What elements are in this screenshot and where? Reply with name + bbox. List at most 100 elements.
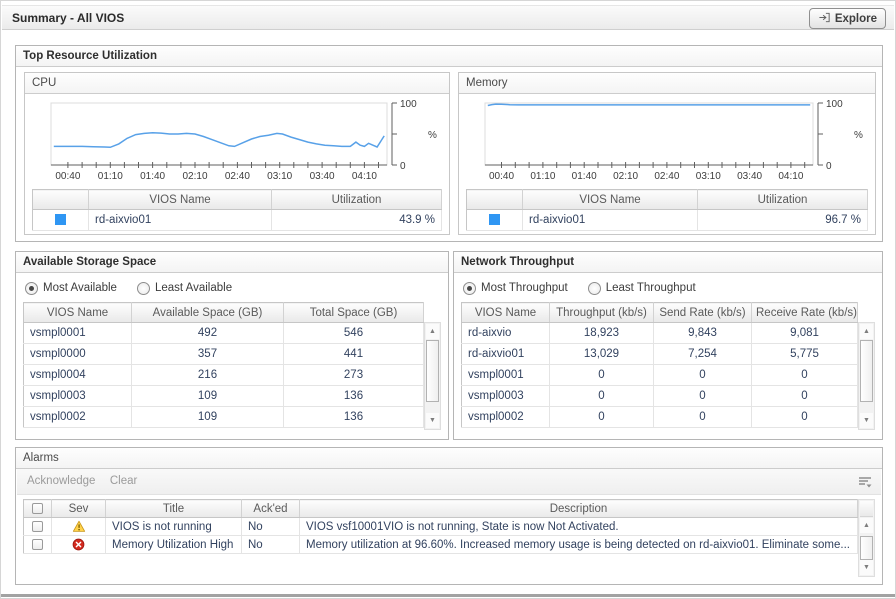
send-rate-cell: 7,254 bbox=[653, 343, 752, 365]
svg-text:100: 100 bbox=[400, 99, 417, 110]
vios-name-cell: rd-aixvio01 bbox=[522, 209, 698, 231]
utilization-column-header[interactable]: Utilization bbox=[271, 189, 442, 210]
radio-least-throughput[interactable]: Least Throughput bbox=[587, 281, 696, 295]
table-row[interactable]: rd-aixvio01 96.7 % bbox=[466, 209, 868, 231]
available-space-cell: 357 bbox=[131, 343, 284, 365]
send-rate-column-header[interactable]: Send Rate (kb/s) bbox=[653, 302, 752, 323]
scrollbar-thumb[interactable] bbox=[860, 340, 873, 402]
table-row[interactable]: vsmpl0001 492 546 bbox=[23, 322, 424, 344]
swatch-column-header bbox=[32, 189, 89, 210]
svg-text:02:40: 02:40 bbox=[654, 171, 679, 182]
table-row[interactable]: rd-aixvio 18,923 9,843 9,081 bbox=[461, 322, 858, 344]
network-table: VIOS Name Throughput (kb/s) Send Rate (k… bbox=[461, 302, 858, 428]
radio-most-available[interactable]: Most Available bbox=[25, 281, 117, 295]
radio-label: Least Throughput bbox=[605, 282, 696, 294]
table-row[interactable]: vsmpl0003 109 136 bbox=[23, 385, 424, 407]
svg-text:0: 0 bbox=[826, 161, 832, 172]
svg-text:100: 100 bbox=[826, 99, 843, 110]
table-row[interactable]: vsmpl0002 109 136 bbox=[23, 406, 424, 428]
panel-available-storage-space: Available Storage Space Most Available L… bbox=[15, 251, 449, 440]
send-rate-cell: 0 bbox=[653, 385, 752, 407]
alarms-table: Sev Title Ack'ed Description VIOS is not… bbox=[23, 499, 858, 554]
available-space-cell: 216 bbox=[131, 364, 284, 386]
svg-text:04:10: 04:10 bbox=[778, 171, 803, 182]
scroll-down-button[interactable]: ▼ bbox=[860, 413, 873, 428]
table-row[interactable]: VIOS is not running No VIOS vsf10001VIO is… bbox=[23, 517, 858, 536]
table-header-row: Sev Title Ack'ed Description bbox=[23, 499, 858, 518]
row-checkbox[interactable] bbox=[32, 538, 43, 550]
table-header-row: VIOS Name Available Space (GB) Total Spa… bbox=[23, 302, 424, 323]
svg-text:03:40: 03:40 bbox=[310, 171, 335, 182]
series-color-swatch bbox=[489, 214, 500, 226]
svg-text:03:10: 03:10 bbox=[267, 171, 292, 182]
radio-icon bbox=[136, 281, 150, 295]
svg-text:0: 0 bbox=[400, 161, 406, 172]
acked-cell: No bbox=[241, 517, 300, 536]
available-space-cell: 492 bbox=[131, 322, 284, 344]
scroll-up-button[interactable]: ▲ bbox=[426, 324, 439, 339]
total-space-column-header[interactable]: Total Space (GB) bbox=[283, 302, 424, 323]
vios-name-cell: rd-aixvio01 bbox=[88, 209, 272, 231]
table-row[interactable]: rd-aixvio01 43.9 % bbox=[32, 209, 442, 231]
svg-text:02:10: 02:10 bbox=[182, 171, 207, 182]
table-row[interactable]: rd-aixvio01 13,029 7,254 5,775 bbox=[461, 343, 858, 365]
panel-title: Top Resource Utilization bbox=[16, 46, 882, 67]
acked-column-header[interactable]: Ack'ed bbox=[241, 499, 300, 518]
scroll-down-button[interactable]: ▼ bbox=[426, 413, 439, 428]
send-rate-cell: 0 bbox=[653, 406, 752, 428]
scrollbar-thumb[interactable] bbox=[860, 536, 873, 560]
alarms-toolbar: Acknowledge Clear bbox=[17, 469, 881, 495]
radio-most-throughput[interactable]: Most Throughput bbox=[463, 281, 568, 295]
panel-alarms: Alarms Acknowledge Clear Sev Title Ack'e… bbox=[15, 447, 883, 585]
throughput-cell: 13,029 bbox=[549, 343, 654, 365]
select-all-checkbox[interactable] bbox=[32, 502, 43, 514]
panel-title: Available Storage Space bbox=[16, 252, 448, 273]
vios-name-column-header[interactable]: VIOS Name bbox=[461, 302, 550, 323]
vios-name-column-header[interactable]: VIOS Name bbox=[88, 189, 272, 210]
acknowledge-button[interactable]: Acknowledge bbox=[27, 475, 96, 487]
table-header-row: VIOS Name Utilization bbox=[32, 189, 442, 210]
vertical-scrollbar[interactable]: ▲ ▼ bbox=[858, 499, 875, 577]
total-space-cell: 136 bbox=[283, 406, 424, 428]
svg-text:01:10: 01:10 bbox=[98, 171, 123, 182]
table-row[interactable]: vsmpl0004 216 273 bbox=[23, 364, 424, 386]
vertical-scrollbar[interactable]: ▲ ▼ bbox=[858, 322, 875, 430]
scroll-down-button[interactable]: ▼ bbox=[860, 560, 873, 575]
table-settings-icon[interactable] bbox=[858, 475, 872, 493]
utilization-column-header[interactable]: Utilization bbox=[697, 189, 868, 210]
table-header-row: VIOS Name Utilization bbox=[466, 189, 868, 210]
panel-title: Network Throughput bbox=[454, 252, 882, 273]
vios-name-column-header[interactable]: VIOS Name bbox=[23, 302, 132, 323]
table-row[interactable]: vsmpl0000 357 441 bbox=[23, 343, 424, 365]
table-row[interactable]: Memory Utilization High No Memory utilizat… bbox=[23, 535, 858, 554]
cpu-legend-table: VIOS Name Utilization rd-aixvio01 43.9 % bbox=[32, 189, 442, 231]
table-row[interactable]: vsmpl0001 0 0 0 bbox=[461, 364, 858, 386]
severity-column-header[interactable]: Sev bbox=[51, 499, 106, 518]
svg-text:00:40: 00:40 bbox=[55, 171, 80, 182]
vios-name-column-header[interactable]: VIOS Name bbox=[522, 189, 698, 210]
radio-least-available[interactable]: Least Available bbox=[136, 281, 232, 295]
vertical-scrollbar[interactable]: ▲ ▼ bbox=[424, 322, 441, 430]
receive-rate-column-header[interactable]: Receive Rate (kb/s) bbox=[751, 302, 858, 323]
alarm-title-column-header[interactable]: Title bbox=[105, 499, 242, 518]
vios-name-cell: vsmpl0001 bbox=[461, 364, 550, 386]
scroll-up-button[interactable]: ▲ bbox=[860, 324, 873, 339]
explore-button[interactable]: Explore bbox=[808, 8, 886, 29]
scroll-up-button[interactable]: ▲ bbox=[860, 518, 873, 533]
scrollbar-thumb[interactable] bbox=[426, 340, 439, 402]
clear-button[interactable]: Clear bbox=[109, 475, 138, 487]
utilization-cell: 96.7 % bbox=[697, 209, 868, 231]
available-space-column-header[interactable]: Available Space (GB) bbox=[131, 302, 284, 323]
series-color-swatch bbox=[55, 214, 66, 226]
table-row[interactable]: vsmpl0002 0 0 0 bbox=[461, 406, 858, 428]
scrollbar-header-filler bbox=[860, 501, 873, 517]
vios-name-cell: vsmpl0002 bbox=[461, 406, 550, 428]
svg-text:04:10: 04:10 bbox=[352, 171, 377, 182]
svg-text:%: % bbox=[854, 130, 863, 141]
vios-name-cell: vsmpl0003 bbox=[23, 385, 132, 407]
description-column-header[interactable]: Description bbox=[299, 499, 858, 518]
throughput-column-header[interactable]: Throughput (kb/s) bbox=[549, 302, 654, 323]
alarm-title-cell: VIOS is not running bbox=[105, 517, 242, 536]
row-checkbox[interactable] bbox=[32, 520, 43, 532]
table-row[interactable]: vsmpl0003 0 0 0 bbox=[461, 385, 858, 407]
